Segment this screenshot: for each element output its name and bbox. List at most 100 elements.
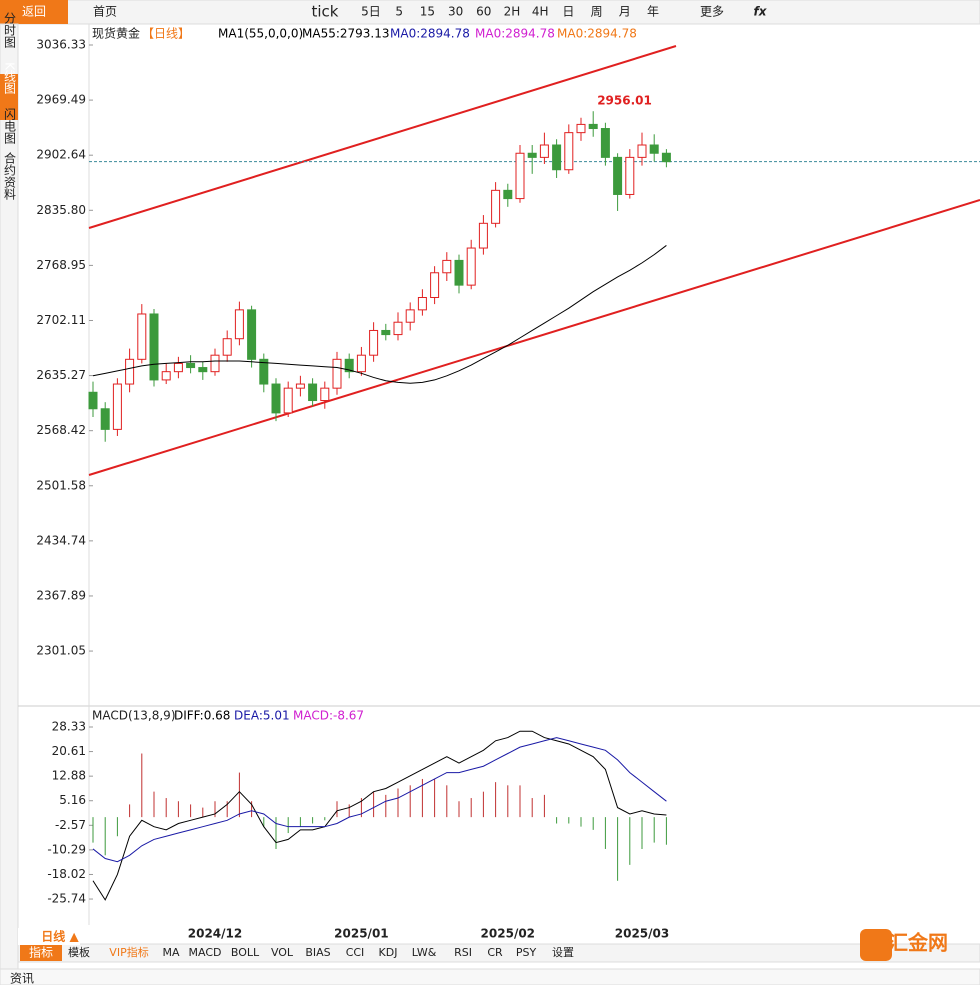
macd-legend: DIFF:0.68 [174,709,230,723]
macd-legend: MACD:-8.67 [293,709,364,723]
y-tick-label: 2568.42 [36,423,86,437]
candle-body [186,362,196,369]
y-tick-label: -10.29 [47,842,86,856]
trendline [88,45,677,229]
period-button[interactable]: 60 [476,5,491,19]
x-tick-label: 2025/03 [615,927,669,941]
fx-label[interactable]: fx [754,5,768,19]
indicator-tab[interactable]: VOL [271,946,294,959]
y-tick-label: 2367.89 [36,588,86,602]
back-label: 返回 [22,5,46,19]
candle-body [454,259,464,286]
period-button[interactable]: 5日 [361,5,381,19]
candle-body [405,309,415,323]
indicator-tab[interactable]: KDJ [379,946,398,959]
y-tick-label: 3036.33 [36,38,86,52]
y-tick-label: 20.61 [52,744,86,758]
period-button[interactable]: 日 [562,5,574,19]
candle-body [259,358,269,385]
candle-body [369,329,379,356]
candle-body [356,354,366,373]
candle-body [271,383,281,414]
candle-body [198,367,208,373]
candle-body [588,123,598,130]
indicator-label: MA0:2894.78 [475,27,555,41]
trendline [88,199,980,476]
candle-body [320,387,330,402]
indicator-tab[interactable]: PSY [516,946,537,959]
y-tick-label: 2835.80 [36,203,86,217]
news-label[interactable]: 资讯 [10,972,34,986]
macd-title: MACD(13,8,9) [92,709,176,723]
indicator-tab[interactable]: BOLL [231,946,260,959]
period-tab[interactable] [18,928,80,945]
back-button[interactable] [0,0,68,24]
indicator-tab[interactable]: CCI [346,946,365,959]
indicator-tab[interactable]: LW& [412,946,437,959]
candle-body [442,259,452,274]
candle-body [308,383,318,402]
max-label: 2956.01 [597,94,652,108]
y-tick-label: 2902.64 [36,148,86,162]
period-button[interactable]: 年 [647,5,659,19]
side-tab[interactable]: 分时图 [3,12,17,48]
side-tab[interactable]: 合约资料 [3,151,17,200]
active-tab[interactable] [20,945,62,961]
period-label: 日线 ▲ [41,929,79,944]
indicator-tab[interactable]: 设置 [552,946,574,959]
period-button[interactable]: 4H [532,5,549,19]
period-button[interactable]: 15 [420,5,435,19]
y-tick-label: 2501.58 [36,478,86,492]
candle-body [125,358,135,385]
logo-text: 汇金网 [888,931,948,955]
candle-body [515,152,525,200]
candle-body [247,309,257,360]
logo-icon [860,929,892,961]
period-button[interactable]: 周 [591,5,603,19]
tab-bar [17,943,980,963]
candle-body [344,358,354,373]
candle-body [478,222,488,249]
indicator-label: MA0:2894.78 [557,27,637,41]
candle-body [491,189,501,224]
candle-body [393,321,403,336]
indicator-tab[interactable]: VIP指标 [109,945,148,959]
candle-body [466,247,476,286]
candle-body [283,387,293,414]
x-tick-label: 2025/01 [334,927,388,941]
candle-body [234,309,244,340]
macd-legend: DEA:5.01 [234,709,290,723]
side-tab[interactable]: 闪电图 [3,108,17,144]
indicator-tab[interactable]: MACD [189,946,222,959]
indicator-tab[interactable]: RSI [454,946,472,959]
period-button[interactable]: 5 [395,5,403,19]
indicator-tab[interactable]: MA [162,946,179,959]
diff-line [92,730,667,901]
candle-body [88,391,98,410]
period-button[interactable]: 2H [504,5,521,19]
home-label[interactable]: 首页 [93,5,117,19]
candle-body [637,144,647,158]
indicator-label: MA55:2793.13 [302,27,390,41]
footer [0,968,980,986]
y-tick-label: 2635.27 [36,368,86,382]
indicator-label: MA0:2894.78 [390,27,470,41]
more-label[interactable]: 更多 [700,5,724,19]
indicator-tab[interactable]: CR [487,946,503,959]
indicator-label: MA1(55,0,0,0) [218,27,303,41]
candle-body [600,128,610,158]
tick-label[interactable]: tick [312,3,339,21]
indicator-tab[interactable]: BIAS [305,946,330,959]
y-tick-label: -25.74 [47,892,86,906]
candle-body [381,329,391,336]
side-tab-active [0,74,18,120]
period-button[interactable]: 月 [619,5,631,19]
toolbar [0,0,980,25]
side-tab[interactable]: K线图 [3,62,17,94]
period-button[interactable]: 30 [448,5,463,19]
candle-body [564,132,574,171]
candle-body [100,408,110,430]
active-tab-label: 指标 [29,945,53,960]
indicator-tab[interactable]: 模板 [68,945,90,959]
